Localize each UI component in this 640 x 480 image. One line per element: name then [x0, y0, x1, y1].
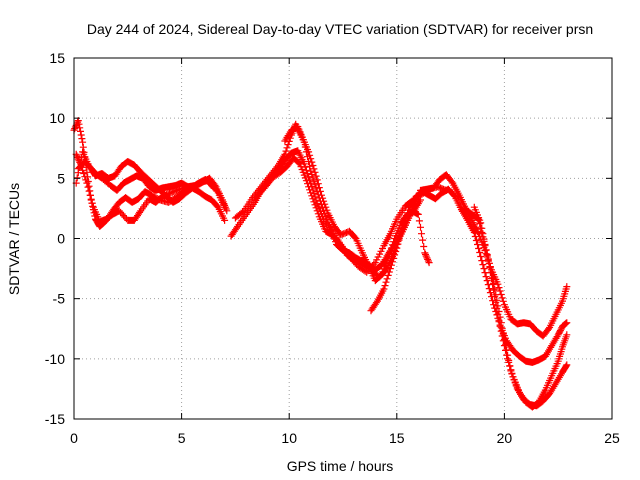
y-tick-label: 10: [49, 110, 65, 126]
y-tick-label: -15: [45, 411, 65, 427]
x-tick-label: 0: [70, 430, 78, 446]
y-tick-label: 5: [57, 170, 65, 186]
data-series-trace-4: [72, 148, 218, 194]
y-tick-label: 15: [49, 50, 65, 66]
x-tick-label: 25: [604, 430, 620, 446]
plus-markers-trace-8: [281, 123, 571, 340]
plus-markers-trace-4: [72, 148, 218, 194]
x-tick-label: 5: [178, 430, 186, 446]
data-series-trace-8: [281, 123, 571, 340]
data-layer: [70, 117, 571, 411]
y-tick-label: 0: [57, 231, 65, 247]
y-axis-label: SDTVAR / TECUs: [6, 183, 22, 295]
tick-layer: 0 5 10 15 20 25 -15 -10 -5 0 5 10 15: [45, 50, 620, 446]
chart-title: Day 244 of 2024, Sidereal Day-to-day VTE…: [87, 21, 593, 37]
plus-markers-trace-11: [470, 203, 571, 411]
x-tick-label: 10: [281, 430, 297, 446]
x-axis-label: GPS time / hours: [287, 458, 394, 474]
data-series-trace-11: [470, 203, 571, 411]
x-tick-label: 20: [497, 430, 513, 446]
y-tick-label: -10: [45, 351, 65, 367]
x-tick-label: 15: [389, 430, 405, 446]
y-tick-label: -5: [53, 291, 66, 307]
